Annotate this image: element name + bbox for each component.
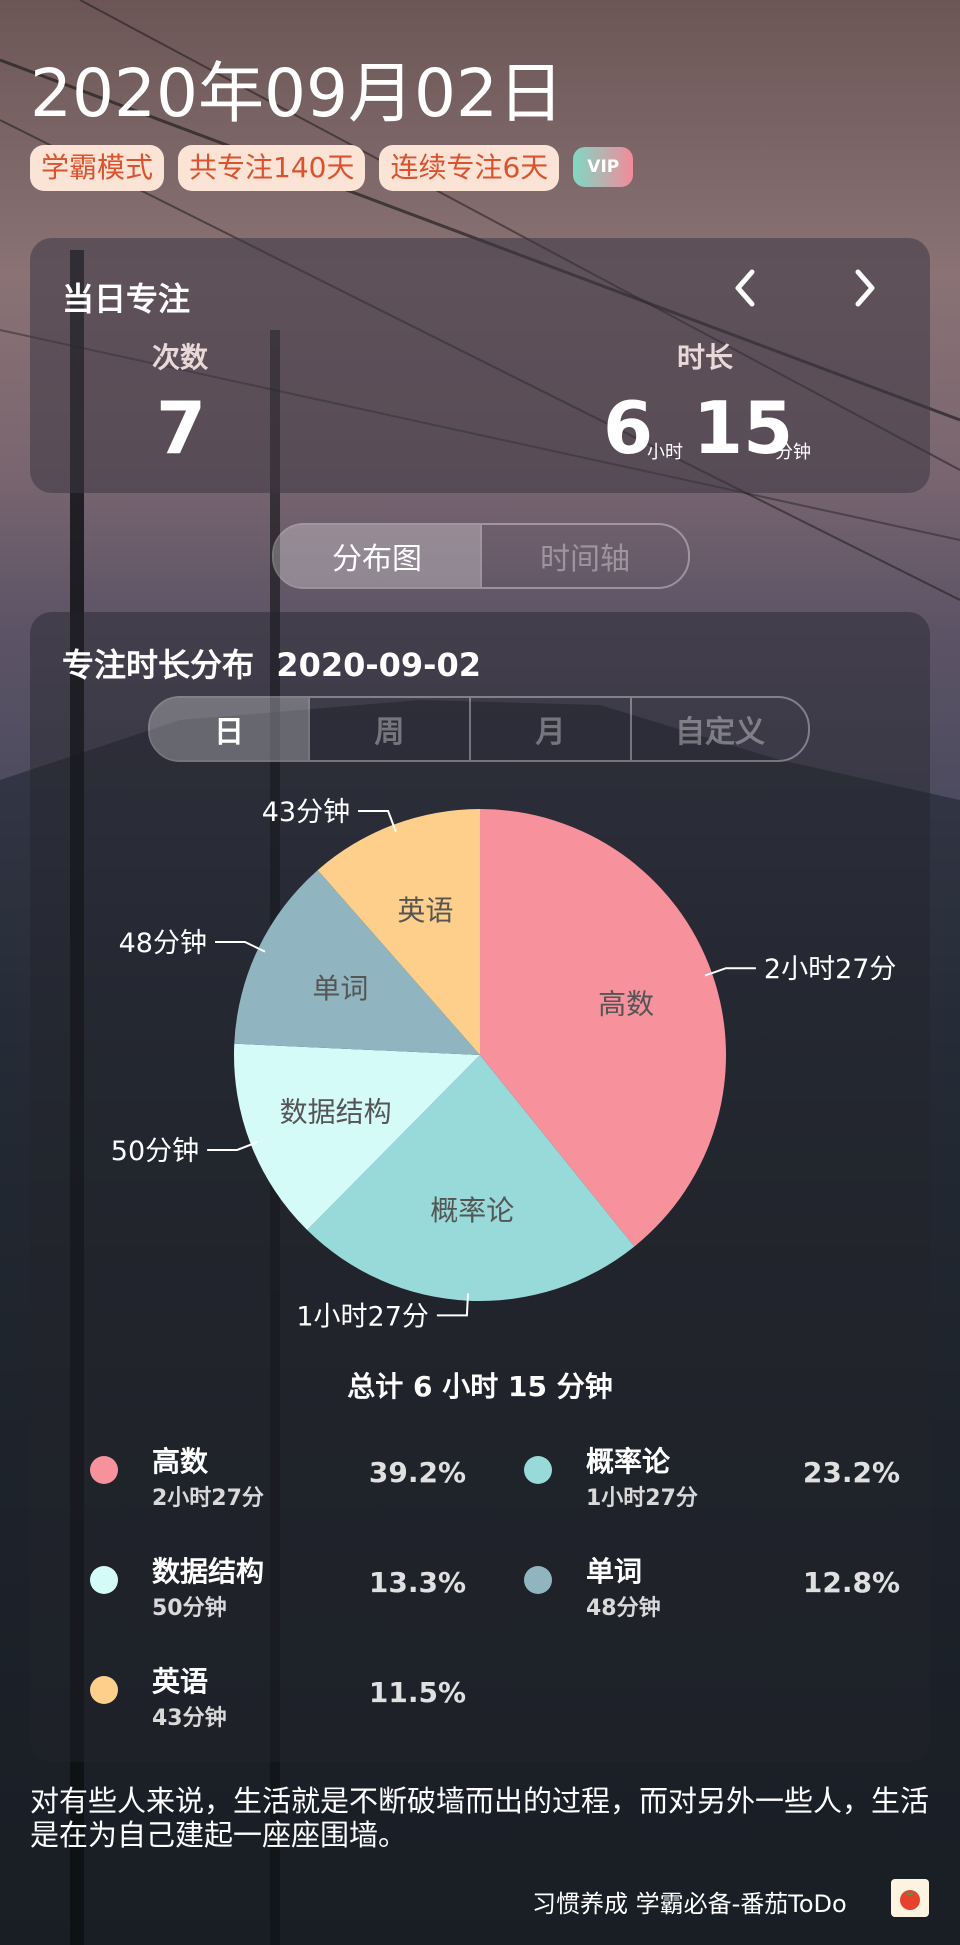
legend-duration: 50分钟	[152, 1596, 227, 1621]
tab-day[interactable]: 日	[150, 698, 308, 760]
legend-percent: 12.8%	[802, 1566, 900, 1599]
view-toggle: 分布图 时间轴	[272, 523, 690, 589]
legend-percent: 11.5%	[368, 1676, 466, 1709]
footer-text: 习惯养成 学霸必备-番茄ToDo	[532, 1890, 847, 1918]
quote-text: 对有些人来说，生活就是不断破墙而出的过程，而对另外一些人，生活是在为自己建起一座…	[30, 1784, 930, 1852]
legend-percent: 39.2%	[368, 1456, 466, 1489]
period-toggle: 日 周 月 自定义	[148, 696, 810, 762]
legend-color-dot	[90, 1676, 118, 1704]
pie-slice[interactable]	[317, 809, 480, 1055]
pie-slice[interactable]	[307, 1055, 635, 1302]
tab-custom[interactable]: 自定义	[630, 698, 808, 760]
legend-color-dot	[90, 1456, 118, 1484]
duration-label: 时长	[677, 341, 734, 374]
tab-month[interactable]: 月	[469, 698, 630, 760]
pie-leader-line	[436, 1293, 470, 1317]
legend-percent: 23.2%	[802, 1456, 900, 1489]
pie-slice-name: 高数	[598, 987, 654, 1020]
tomato-icon	[891, 1879, 929, 1917]
pie-slice-name: 英语	[397, 894, 453, 927]
badge-total-days: 共专注140天	[178, 145, 366, 191]
pie-slice[interactable]	[480, 809, 726, 1247]
count-label: 次数	[152, 341, 209, 374]
legend-duration: 48分钟	[586, 1596, 661, 1621]
pie-slice-label: 48分钟	[119, 928, 207, 959]
pie-slice-label: 50分钟	[111, 1136, 199, 1167]
pie-slice-name: 单词	[312, 972, 368, 1005]
vip-badge[interactable]: VIP	[573, 147, 634, 187]
legend-name: 英语	[152, 1665, 209, 1698]
date-title: 2020年09月02日	[30, 55, 564, 132]
chevron-left-icon[interactable]	[730, 266, 760, 321]
distribution-date: 2020-09-02	[276, 646, 481, 684]
pie-slice-label: 1小时27分	[296, 1301, 429, 1332]
legend-color-dot	[90, 1566, 118, 1594]
distribution-title: 专注时长分布 2020-09-02	[62, 640, 481, 686]
legend-name: 数据结构	[152, 1555, 265, 1588]
count-value: 7	[156, 386, 207, 470]
daily-focus-card: 当日专注 次数 7 时长 6 小时 15 分钟	[30, 238, 930, 493]
tab-timeline[interactable]: 时间轴	[480, 525, 688, 587]
pie-leader-line	[358, 809, 397, 833]
hours-value: 6	[603, 386, 654, 470]
pie-slice-name: 概率论	[430, 1194, 514, 1227]
pie-leader-line	[704, 967, 756, 977]
pie-slice[interactable]	[234, 1043, 480, 1231]
hours-unit: 小时	[647, 442, 683, 463]
legend-percent: 13.3%	[368, 1566, 466, 1599]
tab-distribution[interactable]: 分布图	[274, 525, 480, 587]
badge-streak: 连续专注6天	[379, 145, 560, 191]
pie-slice-label: 43分钟	[262, 797, 350, 828]
pie-slice-label: 2小时27分	[764, 954, 897, 985]
chevron-right-icon[interactable]	[850, 266, 880, 321]
minutes-value: 15	[693, 386, 794, 470]
legend-name: 高数	[152, 1445, 209, 1478]
badge-row: 学霸模式 共专注140天 连续专注6天 VIP	[30, 145, 634, 191]
legend-name: 单词	[586, 1555, 643, 1588]
legend-duration: 2小时27分	[152, 1486, 264, 1511]
pie-leader-line	[207, 1140, 259, 1151]
legend-duration: 1小时27分	[586, 1486, 698, 1511]
minutes-unit: 分钟	[775, 442, 811, 463]
total-duration: 总计 6 小时 15 分钟	[347, 1370, 613, 1403]
tab-week[interactable]: 周	[308, 698, 469, 760]
pie-leader-line	[214, 941, 266, 953]
pie-slice-name: 数据结构	[280, 1095, 392, 1128]
distribution-title-text: 专注时长分布	[62, 646, 255, 684]
legend-color-dot	[524, 1566, 552, 1594]
legend-color-dot	[524, 1456, 552, 1484]
badge-mode: 学霸模式	[30, 145, 165, 191]
daily-focus-title: 当日专注	[62, 280, 191, 318]
legend-name: 概率论	[586, 1445, 671, 1478]
legend-duration: 43分钟	[152, 1706, 227, 1731]
pie-slice[interactable]	[234, 870, 480, 1055]
